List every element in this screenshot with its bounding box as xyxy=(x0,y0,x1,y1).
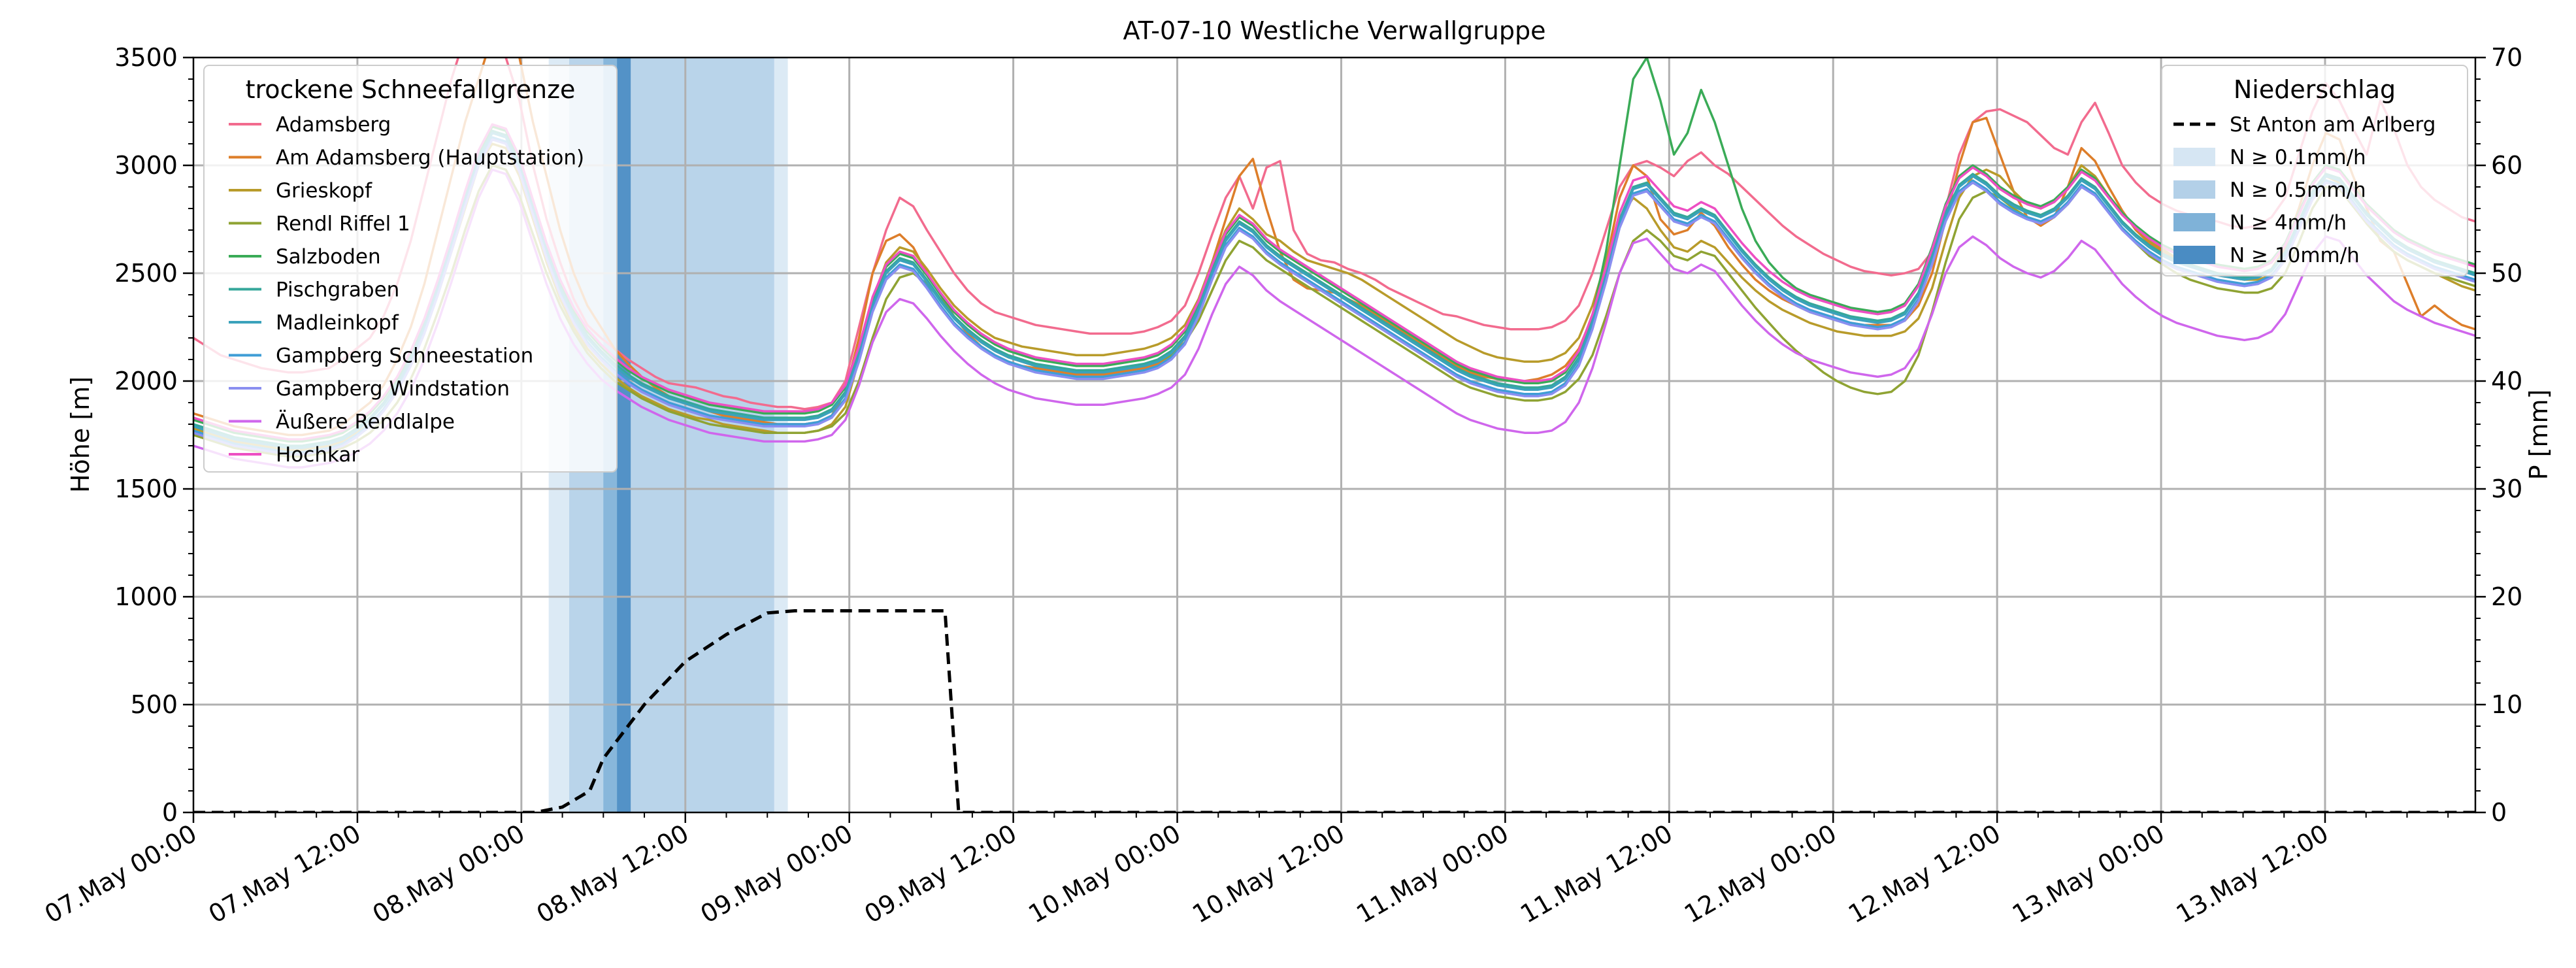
y-tick-label-5: 2500 xyxy=(114,259,178,288)
precip-line xyxy=(193,609,2475,812)
legend-label-aussere-rendlalpe: Äußere Rendlalpe xyxy=(276,410,455,434)
legend-label-salzboden: Salzboden xyxy=(276,245,381,269)
legend-label-hochkar: Hochkar xyxy=(276,443,359,467)
legend-snowline-box xyxy=(203,65,618,473)
legend-label-precip-1: N ≥ 0.1mm/h xyxy=(2230,146,2366,169)
y2-tick-label-7: 70 xyxy=(2491,43,2522,72)
legend-label-am-adamsberg-hauptstation: Am Adamsberg (Hauptstation) xyxy=(276,146,584,170)
legend-swatch-band-4 xyxy=(2173,246,2215,264)
y2-axis-label: P [mm] xyxy=(2524,390,2553,480)
precip-band-3 xyxy=(617,58,631,812)
y-tick-label-7: 3500 xyxy=(114,43,178,72)
y-axis-label: Höhe [m] xyxy=(66,376,95,493)
y-tick-label-4: 2000 xyxy=(114,367,178,395)
legend-label-grieskopf: Grieskopf xyxy=(276,179,372,203)
y-tick-label-3: 1500 xyxy=(114,475,178,503)
legend-label-precip-4: N ≥ 10mm/h xyxy=(2230,244,2360,267)
legend-label-madleinkopf: Madleinkopf xyxy=(276,311,399,335)
y2-tick-label-4: 40 xyxy=(2491,367,2522,395)
legend-precip-box xyxy=(2161,65,2468,276)
legend-swatch-band-2 xyxy=(2173,180,2215,199)
legend-snowline: trockene Schneefallgrenze Adamsberg Am Ad… xyxy=(203,65,618,473)
legend-label-precip-2: N ≥ 0.5mm/h xyxy=(2230,178,2366,202)
y-tick-label-6: 3000 xyxy=(114,151,178,180)
y-tick-label-1: 500 xyxy=(130,690,178,719)
legend-label-gampberg-schneestation: Gampberg Schneestation xyxy=(276,344,533,368)
legend-swatch-band-3 xyxy=(2173,213,2215,231)
legend-label-adamsberg: Adamsberg xyxy=(276,113,391,137)
legend-label-precip-0: St Anton am Arlberg xyxy=(2230,113,2436,137)
chart-title: AT-07-10 Westliche Verwallgruppe xyxy=(1123,16,1546,45)
y2-tick-label-0: 0 xyxy=(2491,798,2507,827)
legend-precip-title: Niederschlag xyxy=(2234,75,2396,104)
y2-tick-label-2: 20 xyxy=(2491,582,2522,611)
legend-label-rendl-riffel-1: Rendl Riffel 1 xyxy=(276,212,410,236)
y2-tick-label-1: 10 xyxy=(2491,690,2522,719)
y-tick-label-2: 1000 xyxy=(114,582,178,611)
y2-tick-label-3: 30 xyxy=(2491,475,2522,503)
legend-label-gampberg-windstation: Gampberg Windstation xyxy=(276,377,510,401)
plot-frame xyxy=(192,56,2477,814)
legend-label-pischgraben: Pischgraben xyxy=(276,278,399,302)
y2-tick-label-6: 60 xyxy=(2491,151,2522,180)
legend-precip: Niederschlag St Anton am Arlberg N ≥ 0.1m… xyxy=(2161,65,2468,276)
legend-label-precip-3: N ≥ 4mm/h xyxy=(2230,211,2347,235)
legend-swatch-band-1 xyxy=(2173,148,2215,166)
legend-snowline-title: trockene Schneefallgrenze xyxy=(246,75,576,104)
y2-tick-label-5: 50 xyxy=(2491,259,2522,288)
y-tick-label-0: 0 xyxy=(162,798,178,827)
precip-cumulative-line xyxy=(193,609,2475,812)
